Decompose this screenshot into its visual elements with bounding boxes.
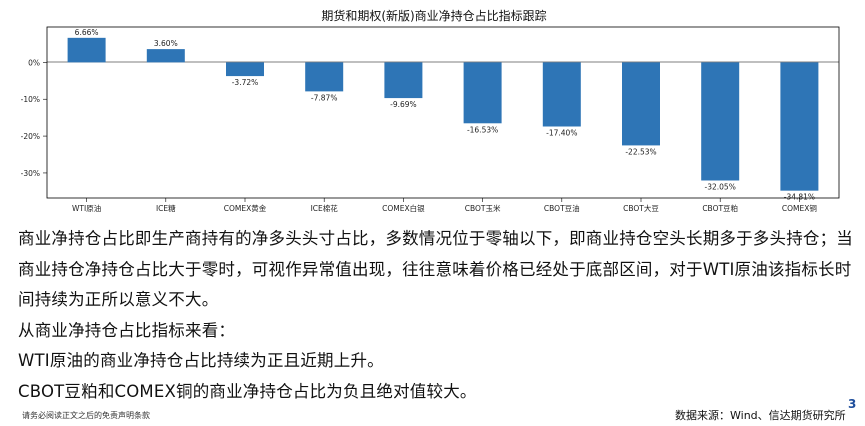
chart-title: 期货和期权(新版)商业净持仓占比指标跟踪: [321, 8, 546, 23]
paragraph-intro: 从商业净持仓占比指标来看：: [18, 320, 236, 340]
data-label: 3.60%: [154, 39, 178, 48]
data-label: -17.40%: [546, 129, 577, 138]
page-number: 3: [848, 397, 857, 411]
y-tick-label: 0%: [28, 58, 40, 67]
paragraph-description: 商业净持仓占比即生产商持有的净多头头寸占比，多数情况位于零轴以下，即商业持仓空头…: [18, 229, 853, 309]
disclaimer: 请务必阅读正文之后的免责声明条款: [22, 411, 150, 420]
bar: [463, 62, 502, 124]
y-axis: 0% -10% -20% -30%: [21, 58, 47, 178]
data-label: -16.53%: [467, 125, 498, 134]
plot-area-frame: [46, 26, 840, 199]
x-tick-label: CBOT大豆: [623, 203, 659, 213]
data-label: -22.53%: [625, 147, 656, 156]
bar: [622, 62, 660, 146]
x-tick-label: CBOT豆油: [544, 203, 580, 213]
paragraph-cbot-comex: CBOT豆粕和COMEX铜的商业净持仓占比为负且绝对值较大。: [18, 381, 477, 401]
bar: [67, 37, 106, 63]
data-source: 数据来源：Wind、信达期货研究所: [675, 409, 846, 422]
y-tick-label: -20%: [21, 132, 40, 141]
y-tick-label: -10%: [21, 95, 40, 104]
data-label: -9.69%: [390, 100, 417, 109]
bar: [701, 62, 740, 181]
x-tick-label: CBOT豆粕: [702, 203, 738, 213]
x-axis: WTI原油 ICE糖 COMEX黄金 ICE棉花 COMEX白银 CBOT玉米 CBOT豆油…: [72, 198, 817, 213]
x-tick-label: COMEX铜: [782, 203, 817, 213]
data-label: -34.81%: [784, 193, 815, 202]
paragraph-wti: WTI原油的商业净持仓占比持续为正且近期上升。: [18, 351, 384, 370]
x-tick-label: COMEX黄金: [224, 203, 267, 213]
bar: [305, 62, 344, 92]
y-tick-label: -30%: [21, 169, 40, 178]
x-tick-label: ICE棉花: [311, 203, 339, 213]
analysis-text: 商业净持仓占比即生产商持有的净多头头寸占比，多数情况位于零轴以下，即商业持仓空头…: [18, 224, 858, 407]
x-tick-label: COMEX白银: [382, 203, 425, 213]
bar: [226, 62, 264, 77]
bar-chart: 期货和期权(新版)商业净持仓占比指标跟踪 0% -10% -20% -30% 6.66…: [21, 8, 840, 213]
data-label: -32.05%: [705, 182, 736, 191]
bar: [384, 62, 423, 99]
data-label: 6.66%: [75, 28, 99, 37]
bars: 6.66% 3.60% -3.72% -7.87% -9.69% -16.53% -17.4…: [67, 28, 819, 202]
bar: [146, 49, 185, 63]
x-tick-label: CBOT玉米: [465, 203, 501, 213]
x-tick-label: WTI原油: [72, 203, 101, 213]
data-label: -3.72%: [232, 78, 259, 87]
bar: [780, 62, 819, 191]
bar: [542, 62, 581, 127]
data-label: -7.87%: [311, 93, 338, 102]
x-tick-label: ICE糖: [156, 203, 176, 213]
